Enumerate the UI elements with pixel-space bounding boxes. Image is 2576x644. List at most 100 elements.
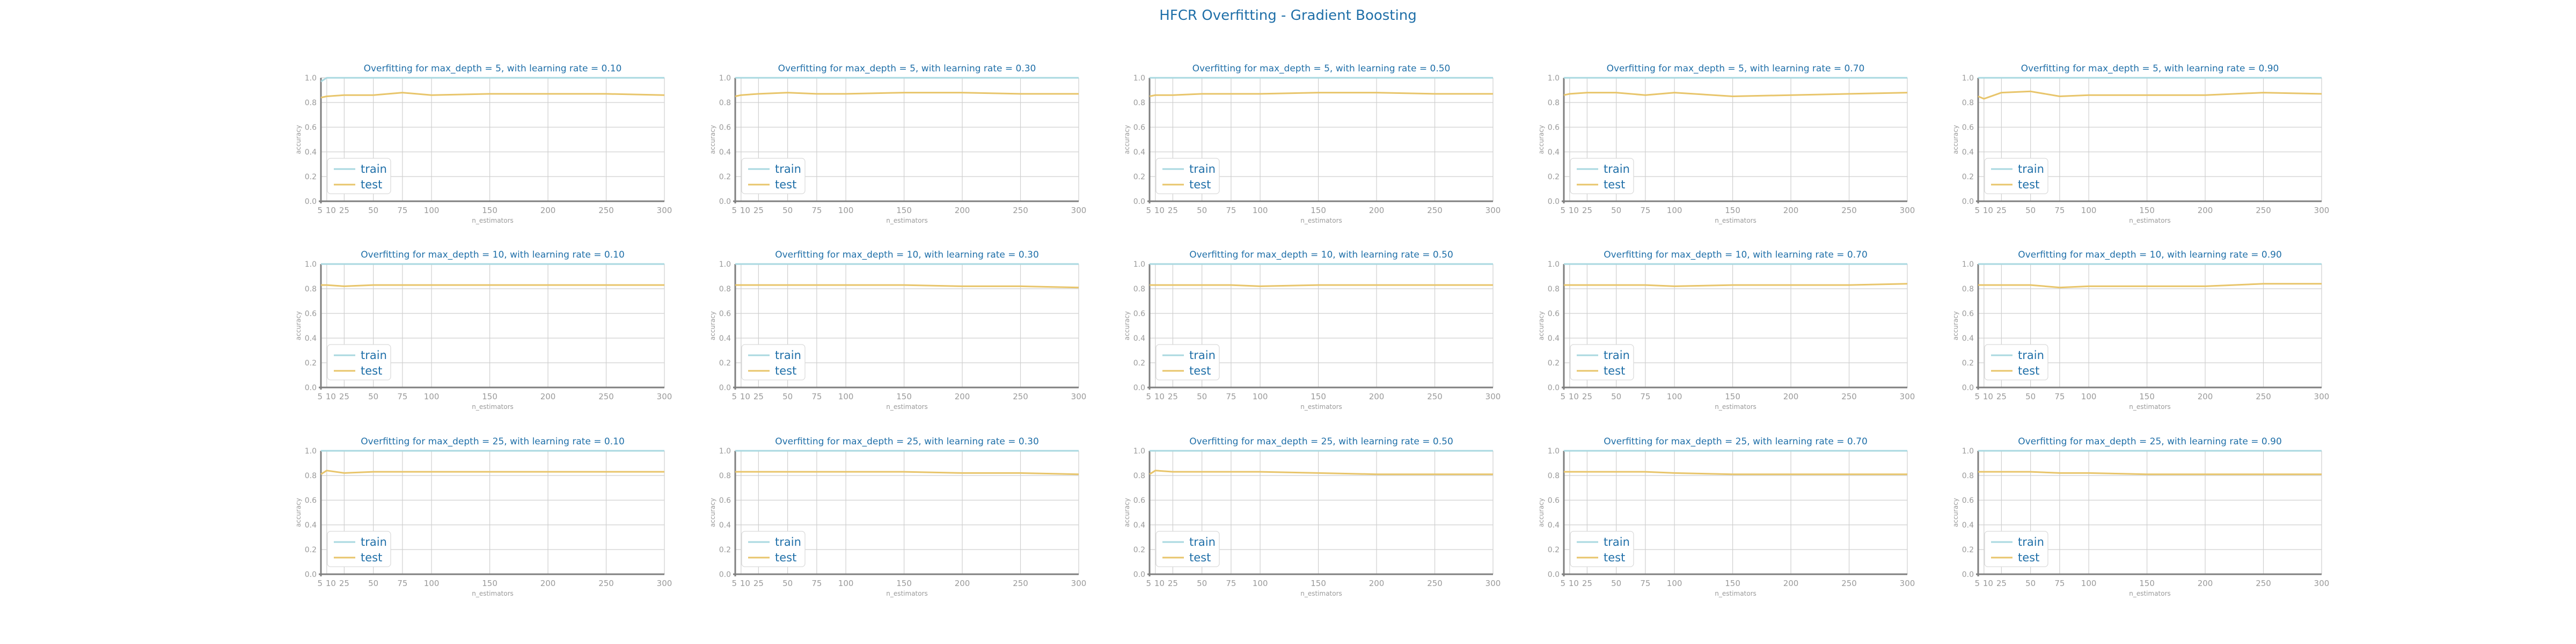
y-tick-label: 1.0 xyxy=(1962,74,1974,83)
x-tick-label: 25 xyxy=(1996,392,2007,401)
x-tick-label: 75 xyxy=(1226,392,1236,401)
legend-label: train xyxy=(1604,536,1630,548)
x-tick-label: 25 xyxy=(1168,392,1178,401)
y-tick-label: 1.0 xyxy=(1962,447,1974,456)
subplot-title: Overfitting for max_depth = 5, with lear… xyxy=(1192,63,1451,74)
y-tick-label: 0.4 xyxy=(1548,521,1560,530)
legend-label: test xyxy=(775,364,796,377)
series-line-test xyxy=(1563,92,1908,97)
y-tick-label: 0.0 xyxy=(1133,384,1145,392)
y-tick-label: 1.0 xyxy=(719,447,731,456)
y-tick-label: 0.2 xyxy=(305,173,317,181)
y-tick-label: 0.8 xyxy=(1962,472,1974,480)
subplot-title: Overfitting for max_depth = 25, with lea… xyxy=(775,436,1039,447)
x-tick-label: 10 xyxy=(326,579,336,588)
y-tick-label: 0.0 xyxy=(1133,197,1145,206)
y-tick-label: 1.0 xyxy=(305,74,317,83)
y-tick-label: 0.8 xyxy=(719,99,731,107)
x-tick-label: 100 xyxy=(1667,206,1682,215)
y-tick-label: 0.2 xyxy=(1133,173,1145,181)
x-tick-label: 100 xyxy=(838,206,854,215)
x-tick-label: 75 xyxy=(1226,206,1236,215)
x-tick-label: 10 xyxy=(740,392,750,401)
y-tick-label: 0.2 xyxy=(719,173,731,181)
y-tick-label: 0.0 xyxy=(719,570,731,579)
x-tick-label: 100 xyxy=(424,392,440,401)
x-tick-label: 300 xyxy=(1900,206,1915,215)
y-tick-label: 0.6 xyxy=(1133,310,1145,318)
series-line-test xyxy=(320,470,664,475)
series-line-test xyxy=(321,284,664,287)
y-tick-label: 1.0 xyxy=(1133,447,1145,456)
x-tick-label: 5 xyxy=(731,206,737,215)
subplot-11: Overfitting for max_depth = 25, with lea… xyxy=(295,436,672,597)
x-tick-label: 200 xyxy=(1369,206,1385,215)
x-tick-label: 100 xyxy=(1253,206,1268,215)
y-tick-label: 0.4 xyxy=(1962,521,1974,530)
y-tick-label: 0.8 xyxy=(1133,472,1145,480)
x-tick-label: 50 xyxy=(2025,392,2036,401)
x-tick-label: 100 xyxy=(424,206,440,215)
subplot-title: Overfitting for max_depth = 10, with lea… xyxy=(2018,250,2282,260)
x-tick-label: 150 xyxy=(482,206,497,215)
x-tick-label: 250 xyxy=(1841,392,1857,401)
series-line-test xyxy=(1149,92,1493,97)
y-tick-label: 0.6 xyxy=(1548,496,1560,505)
subplot-12: Overfitting for max_depth = 25, with lea… xyxy=(709,436,1086,597)
x-tick-label: 100 xyxy=(2081,579,2097,588)
x-tick-label: 300 xyxy=(657,579,672,588)
x-tick-label: 100 xyxy=(2081,206,2097,215)
x-tick-label: 300 xyxy=(1900,392,1915,401)
legend: train test xyxy=(1570,158,1634,194)
x-tick-label: 200 xyxy=(1783,206,1799,215)
x-tick-label: 150 xyxy=(896,579,912,588)
x-tick-label: 50 xyxy=(1611,579,1621,588)
y-tick-label: 0.2 xyxy=(1133,359,1145,368)
x-tick-label: 250 xyxy=(598,206,614,215)
y-tick-label: 0.4 xyxy=(1962,334,1974,343)
x-tick-label: 5 xyxy=(1146,206,1151,215)
x-tick-label: 100 xyxy=(1667,392,1682,401)
subplot-5: Overfitting for max_depth = 5, with lear… xyxy=(1952,63,2329,224)
legend: train test xyxy=(1984,344,2048,380)
x-tick-label: 75 xyxy=(397,206,407,215)
legend-label: test xyxy=(2018,551,2039,564)
x-tick-label: 75 xyxy=(397,579,407,588)
subplot-8: Overfitting for max_depth = 10, with lea… xyxy=(1123,250,1501,411)
x-tick-label: 300 xyxy=(1485,579,1501,588)
x-tick-label: 100 xyxy=(1253,579,1268,588)
series-line-test xyxy=(1978,90,2322,100)
y-tick-label: 0.8 xyxy=(305,99,317,107)
legend-label: test xyxy=(1604,364,1625,377)
y-tick-label: 0.8 xyxy=(1962,99,1974,107)
legend-label: train xyxy=(775,536,801,548)
y-axis-label: accuracy xyxy=(295,311,302,340)
y-tick-label: 0.4 xyxy=(1133,521,1145,530)
x-axis-label: n_estimators xyxy=(1715,590,1757,597)
y-axis-label: accuracy xyxy=(1952,311,1959,340)
legend: train test xyxy=(1570,531,1634,567)
y-tick-label: 0.8 xyxy=(305,472,317,480)
x-tick-label: 200 xyxy=(540,392,556,401)
x-tick-label: 150 xyxy=(1725,579,1740,588)
legend-label: test xyxy=(1189,551,1211,564)
subplot-title: Overfitting for max_depth = 10, with lea… xyxy=(775,250,1039,260)
x-tick-label: 250 xyxy=(1013,579,1028,588)
x-axis-label: n_estimators xyxy=(2129,217,2171,224)
x-tick-label: 5 xyxy=(731,392,737,401)
x-tick-label: 75 xyxy=(811,579,822,588)
x-tick-label: 300 xyxy=(657,206,672,215)
y-tick-label: 1.0 xyxy=(1133,260,1145,269)
y-axis-label: accuracy xyxy=(1123,311,1131,340)
y-tick-label: 0.0 xyxy=(1548,570,1560,579)
y-tick-label: 1.0 xyxy=(719,260,731,269)
x-tick-label: 5 xyxy=(317,206,323,215)
x-tick-label: 200 xyxy=(540,579,556,588)
subplot-10: Overfitting for max_depth = 10, with lea… xyxy=(1952,250,2329,411)
series-line-test xyxy=(735,284,1079,289)
x-tick-label: 200 xyxy=(1369,579,1385,588)
x-tick-label: 25 xyxy=(339,392,349,401)
series-line-test xyxy=(735,471,1079,475)
x-tick-label: 5 xyxy=(317,392,323,401)
